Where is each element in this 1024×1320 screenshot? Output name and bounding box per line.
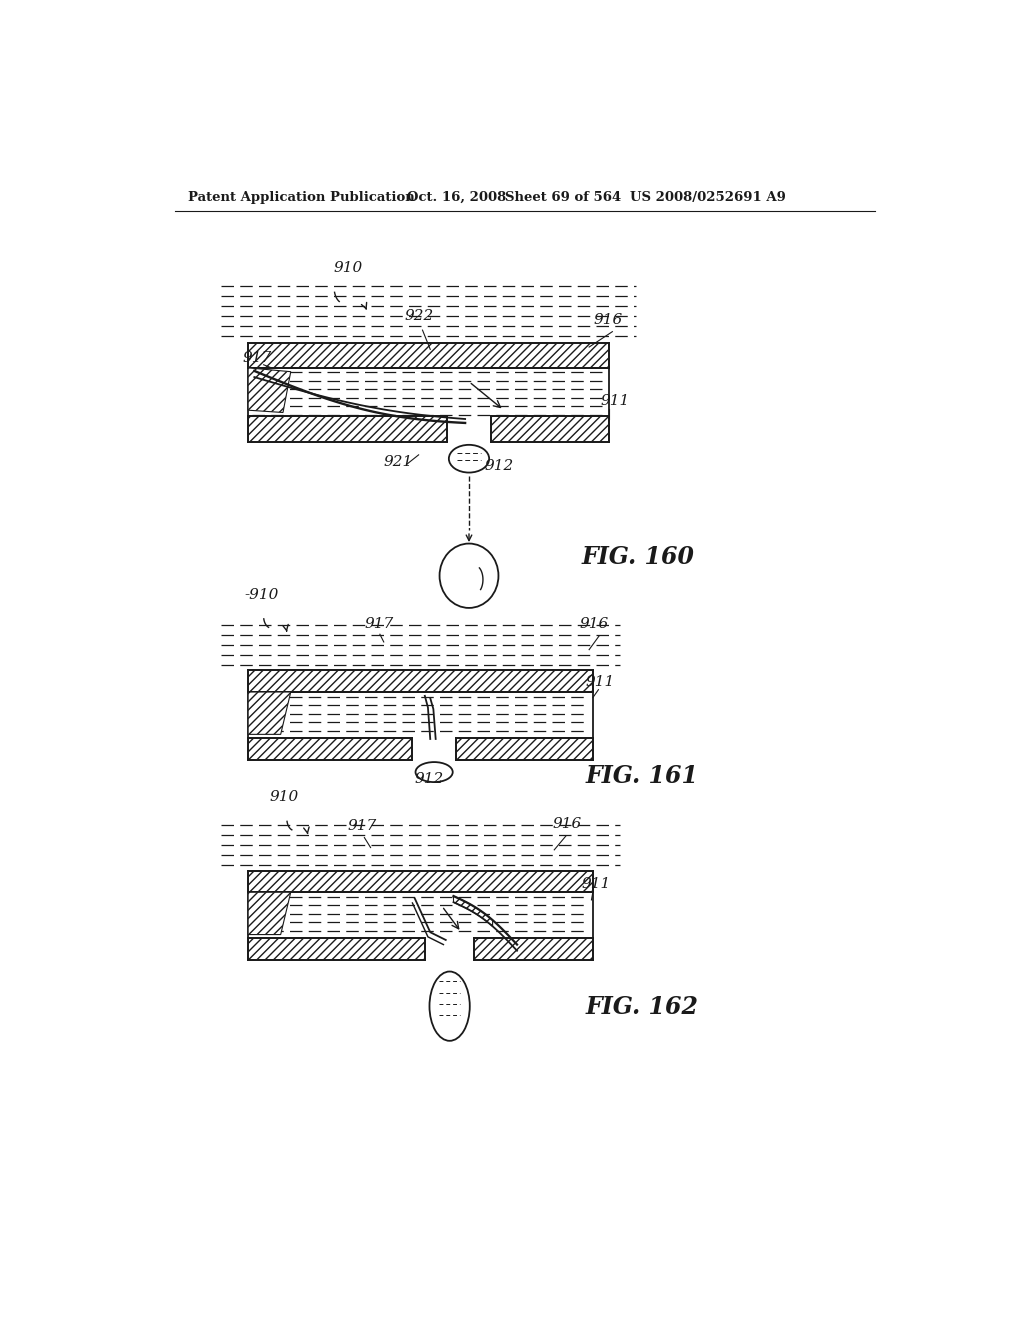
Text: FIG. 160: FIG. 160 xyxy=(582,545,694,569)
Text: 911: 911 xyxy=(582,876,610,891)
Bar xyxy=(490,416,608,442)
Text: 917: 917 xyxy=(365,618,393,631)
Bar xyxy=(248,939,425,960)
Text: Sheet 69 of 564: Sheet 69 of 564 xyxy=(506,191,622,203)
Text: US 2008/0252691 A9: US 2008/0252691 A9 xyxy=(630,191,786,203)
Text: 912: 912 xyxy=(484,459,514,474)
Text: -910: -910 xyxy=(245,587,279,602)
Bar xyxy=(248,416,447,442)
Ellipse shape xyxy=(439,544,499,609)
Text: 910: 910 xyxy=(270,791,299,804)
Text: 910: 910 xyxy=(334,261,362,276)
Bar xyxy=(248,738,413,760)
Text: Oct. 16, 2008: Oct. 16, 2008 xyxy=(407,191,506,203)
Text: 911: 911 xyxy=(586,675,614,689)
Polygon shape xyxy=(248,692,291,734)
Text: 916: 916 xyxy=(580,618,609,631)
Text: 912: 912 xyxy=(415,772,444,785)
Polygon shape xyxy=(248,892,291,935)
Bar xyxy=(248,671,593,692)
Bar xyxy=(456,738,593,760)
Text: 916: 916 xyxy=(553,817,582,832)
Ellipse shape xyxy=(429,972,470,1040)
Ellipse shape xyxy=(416,762,453,781)
Text: 921: 921 xyxy=(384,455,413,470)
Text: Patent Application Publication: Patent Application Publication xyxy=(188,191,415,203)
Text: 916: 916 xyxy=(593,313,623,327)
Text: 911: 911 xyxy=(601,393,630,408)
Text: 922: 922 xyxy=(404,309,434,323)
Bar xyxy=(248,871,593,892)
Bar xyxy=(474,939,593,960)
Text: FIG. 161: FIG. 161 xyxy=(586,764,698,788)
Polygon shape xyxy=(248,368,291,412)
Ellipse shape xyxy=(449,445,489,473)
Text: 917: 917 xyxy=(347,818,377,833)
Text: FIG. 162: FIG. 162 xyxy=(586,995,698,1019)
Polygon shape xyxy=(454,896,493,927)
Bar xyxy=(248,343,608,368)
Text: 917: 917 xyxy=(243,351,272,366)
